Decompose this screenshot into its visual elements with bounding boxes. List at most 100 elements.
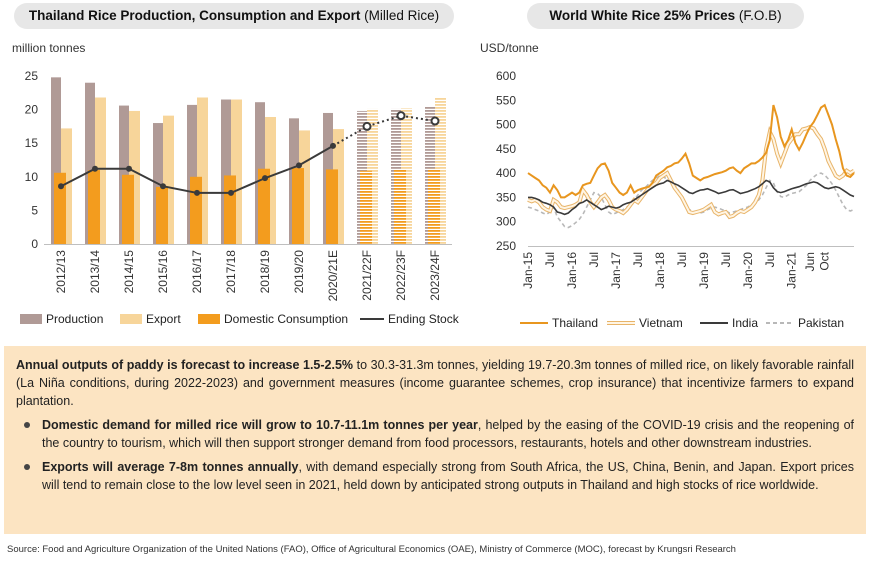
india-price-line — [528, 179, 855, 216]
legend-label: Vietnam — [639, 316, 683, 330]
y-tick-label: 20 — [25, 103, 39, 117]
legend-label: Export — [146, 312, 181, 326]
summary-bullet-text: , with demand especially strong from Sou… — [42, 460, 854, 492]
production-bar — [221, 99, 231, 244]
y-axis-label: million tonnes — [12, 41, 85, 55]
domestic-consumption-bar — [326, 169, 338, 244]
summary-bullet-text: , helped by the easing of the COVID-19 c… — [42, 418, 855, 450]
summary-intro-bold: Annual outputs of paddy is forecast to i… — [16, 358, 354, 372]
x-tick-label: 2015/16 — [156, 250, 170, 294]
x-tick-label: Jan-16 — [565, 252, 579, 289]
x-tick-label: Jan-18 — [653, 252, 667, 289]
left-chart-title-rest: (Milled Rice) — [364, 8, 440, 23]
left-chart-title: Thailand Rice Production, Consumption an… — [14, 3, 454, 29]
domestic-consumption-bar — [122, 174, 134, 244]
y-tick-label: 0 — [31, 237, 38, 251]
domestic-consumption-bar — [224, 175, 236, 244]
y-tick-label: 25 — [25, 69, 39, 83]
y-axis-label: USD/tonne — [480, 41, 539, 55]
ending-stock-marker — [92, 165, 98, 172]
x-tick-label: Jan-20 — [741, 252, 755, 289]
y-tick-label: 450 — [496, 142, 516, 156]
export-bar — [435, 97, 446, 244]
rice-prices-chart: USD/tonne 250 300 350 400 450 500 550 600 Jan-15 J… — [480, 41, 856, 330]
ending-stock-marker — [296, 162, 302, 169]
y-tick-label: 500 — [496, 118, 516, 132]
summary-bullet-bold: Exports will average 7-8m tonnes annuall… — [42, 460, 299, 474]
x-tick-label: Jul — [763, 252, 777, 267]
y-tick-label: 350 — [496, 190, 516, 204]
x-tick-label: 2019/20 — [292, 250, 306, 294]
x-tick-label: 2012/13 — [54, 250, 68, 294]
domestic-consumption-bar — [394, 169, 406, 244]
production-consumption-export-chart: million tonnes 0 5 10 15 20 25 2012/13 2013/14 20… — [12, 41, 460, 326]
vietnam-price-line — [527, 125, 855, 219]
domestic-consumption-bar — [156, 186, 168, 244]
legend-label: Domestic Consumption — [224, 312, 348, 326]
ending-stock-marker — [396, 111, 406, 121]
x-tick-label: 2017/18 — [224, 250, 238, 294]
x-tick-label: Oct — [818, 251, 832, 270]
ending-stock-marker — [262, 175, 268, 182]
export-bar — [401, 108, 412, 244]
summary-bullet-bold: Domestic demand for milled rice will gro… — [42, 418, 478, 432]
x-tick-label: Jul — [631, 252, 645, 267]
export-bar — [61, 128, 72, 244]
x-tick-label: Jan-15 — [521, 252, 535, 289]
x-tick-label: 2013/14 — [88, 250, 102, 294]
y-tick-label: 5 — [31, 203, 38, 217]
export-bar — [367, 108, 378, 244]
export-bar — [163, 115, 174, 244]
outlook-summary-panel: Annual outputs of paddy is forecast to i… — [4, 346, 866, 534]
ending-stock-marker — [160, 183, 166, 190]
legend-label: Production — [46, 312, 103, 326]
summary-intro: Annual outputs of paddy is forecast to i… — [16, 356, 854, 410]
x-tick-label: 2014/15 — [122, 250, 136, 294]
x-tick-label: Jan-21 — [785, 252, 799, 289]
export-bar — [299, 130, 310, 244]
y-tick-label: 400 — [496, 166, 516, 180]
right-chart-title: World White Rice 25% Prices (F.O.B) — [527, 3, 804, 29]
legend-swatch — [120, 314, 142, 324]
thailand-price-line — [527, 103, 855, 199]
export-bar — [265, 116, 276, 244]
legend-swatch — [198, 314, 220, 324]
left-chart-title-bold: Thailand Rice Production, Consumption an… — [28, 8, 361, 23]
source-note: Source: Food and Agriculture Organizatio… — [7, 544, 736, 555]
domestic-consumption-bar — [190, 176, 202, 244]
x-tick-label: 2021/22F — [360, 250, 374, 301]
legend-label: Thailand — [552, 316, 598, 330]
legend-swatch — [20, 314, 42, 324]
summary-bullet-exports: Exports will average 7-8m tonnes annuall… — [24, 458, 854, 494]
domestic-consumption-bar — [360, 170, 372, 244]
export-bar — [231, 99, 242, 244]
ending-stock-marker — [194, 189, 200, 196]
domestic-consumption-bar — [258, 168, 270, 244]
export-bar — [333, 129, 344, 244]
domestic-consumption-bar — [54, 172, 66, 244]
ending-stock-forecast-line — [332, 114, 436, 147]
x-tick-label: Jul — [543, 252, 557, 267]
bullet-dot-icon — [24, 464, 30, 470]
y-tick-label: 10 — [25, 170, 39, 184]
production-bar — [85, 82, 95, 244]
x-tick-label: Jul — [675, 252, 689, 267]
right-chart-title-rest: (F.O.B) — [738, 8, 782, 23]
legend-label: India — [732, 316, 758, 330]
x-tick-label: 2022/23F — [394, 250, 408, 301]
ending-stock-marker — [126, 165, 132, 172]
export-bar — [95, 97, 106, 244]
y-tick-label: 15 — [25, 136, 39, 150]
domestic-consumption-bar — [428, 168, 440, 244]
legend-label: Ending Stock — [388, 312, 460, 326]
bullet-dot-icon — [24, 422, 30, 428]
x-tick-label: Jan-19 — [697, 252, 711, 289]
ending-stock-marker — [430, 116, 440, 126]
x-tick-label: Jul — [587, 252, 601, 267]
export-bar — [197, 97, 208, 244]
summary-bullet-domestic: Domestic demand for milled rice will gro… — [24, 416, 855, 452]
x-tick-label: 2020/21E — [326, 250, 340, 301]
x-tick-label: 2023/24F — [428, 250, 442, 301]
y-tick-label: 300 — [496, 215, 516, 229]
legend-label: Pakistan — [798, 316, 844, 330]
